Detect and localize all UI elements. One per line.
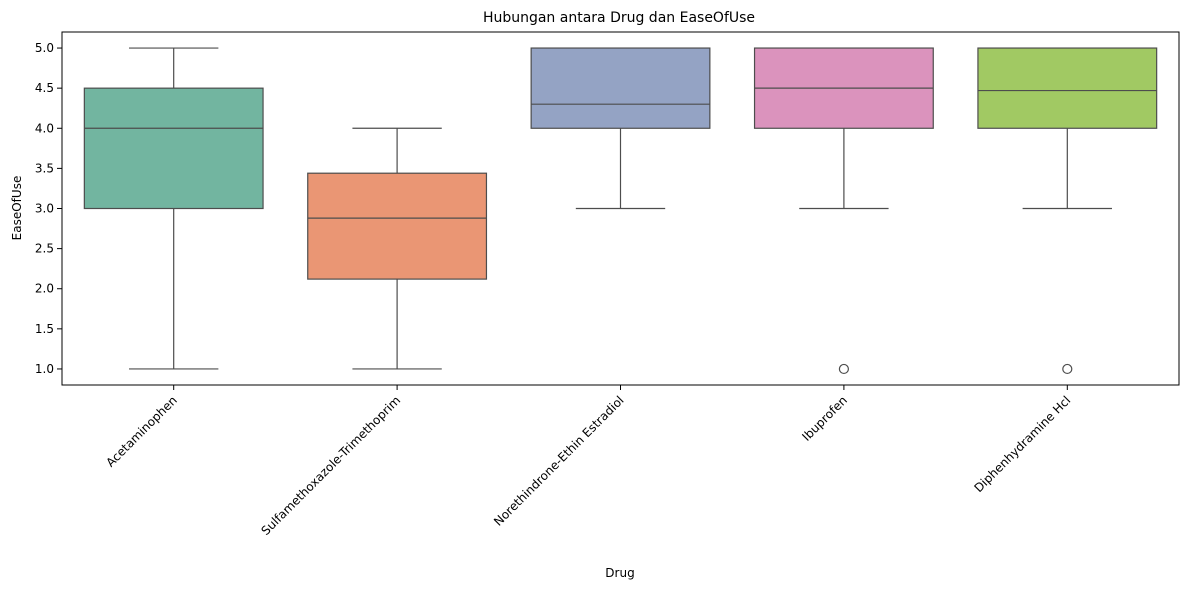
y-axis-label: EaseOfUse	[10, 176, 24, 241]
x-tick-label: Ibuprofen	[799, 393, 850, 444]
x-tick-label: Sulfamethoxazole-Trimethoprim	[258, 393, 403, 538]
y-tick-label: 4.0	[35, 121, 54, 135]
box-group	[307, 127, 488, 370]
outlier-point	[1062, 363, 1073, 375]
x-axis-label: Drug	[605, 566, 634, 580]
chart-title: Hubungan antara Drug dan EaseOfUse	[483, 10, 755, 26]
x-tick-label: Diphenhydramine Hcl	[971, 393, 1073, 495]
x-tick-label: Acetaminophen	[103, 393, 180, 470]
box-iqr	[530, 47, 711, 129]
box-iqr	[307, 172, 488, 280]
x-axis: Acetaminophen Sulfamethoxazole-Trimethopr…	[103, 385, 1073, 538]
x-tick-label: Norethindrone-Ethin Estradiol	[491, 393, 627, 529]
y-tick-label: 2.0	[35, 282, 54, 296]
boxes-layer	[83, 47, 1158, 375]
y-tick-label: 4.5	[35, 81, 54, 95]
y-tick-label: 1.5	[35, 322, 54, 336]
y-tick-label: 2.5	[35, 242, 54, 256]
box-group	[753, 47, 934, 375]
box-group	[530, 47, 711, 210]
box-group	[977, 47, 1158, 375]
box-group	[83, 47, 264, 370]
outlier-point	[838, 363, 850, 375]
box-iqr	[83, 87, 264, 210]
y-tick-label: 5.0	[35, 41, 54, 55]
y-tick-label: 3.5	[35, 161, 54, 175]
box-iqr	[977, 47, 1158, 129]
y-tick-label: 3.0	[35, 202, 54, 216]
y-tick-label: 1.0	[35, 362, 54, 376]
y-axis: 1.0 1.5 2.0 2.5 3.0 3.5 4.0 4.5 5.0	[35, 41, 62, 376]
